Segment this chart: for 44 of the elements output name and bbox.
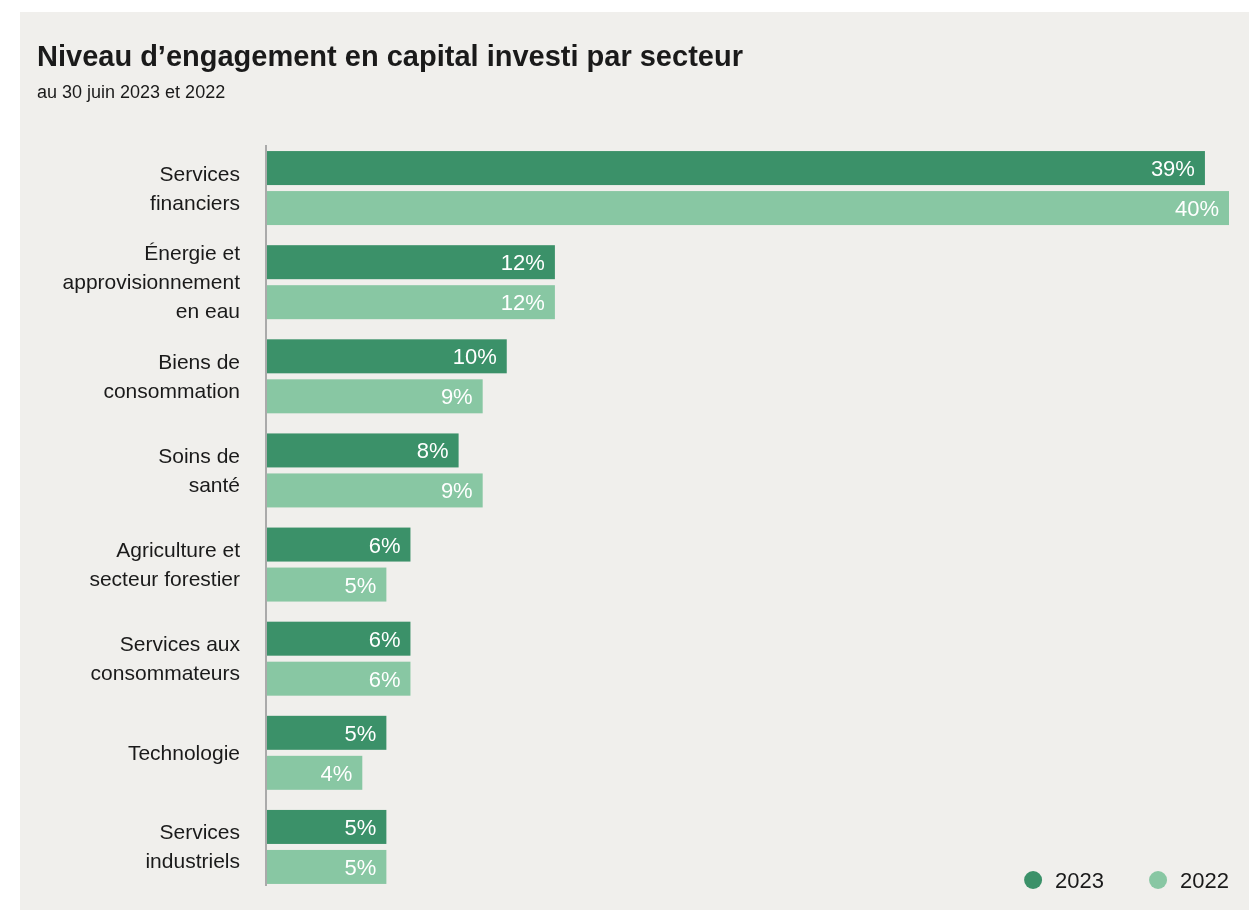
bar — [266, 715, 387, 750]
bar — [266, 473, 483, 508]
data-label: 4% — [320, 760, 353, 786]
bar — [266, 191, 1229, 226]
bar — [266, 527, 411, 562]
y-tick-label: Services industriels — [145, 820, 240, 873]
data-label: 12% — [500, 250, 545, 276]
bar — [266, 621, 411, 656]
bar — [266, 567, 387, 602]
data-label: 10% — [452, 344, 497, 370]
bar — [266, 433, 459, 468]
data-label: 40% — [1174, 196, 1219, 222]
chart-title: Niveau d’engagement en capital investi par secteur — [37, 40, 743, 72]
y-tick-label: Agriculture et secteur forestier — [89, 538, 241, 591]
bar — [266, 151, 1205, 186]
y-tick-label: Énergie et approvisionnement en eau — [62, 241, 241, 323]
data-label: 6% — [368, 626, 401, 652]
data-label: 5% — [344, 814, 377, 840]
bar — [266, 661, 411, 696]
data-label: 12% — [500, 290, 545, 316]
bar — [266, 245, 555, 280]
bar — [266, 285, 555, 320]
data-label: 6% — [368, 532, 401, 558]
bar — [266, 849, 387, 884]
bar — [266, 339, 507, 374]
y-tick-label: Technologie — [127, 740, 240, 764]
data-label: 6% — [368, 666, 401, 692]
data-label: 5% — [344, 854, 377, 880]
data-label: 9% — [440, 384, 473, 410]
bar — [266, 379, 483, 414]
bar — [266, 809, 387, 844]
y-tick-label: Services financiers — [150, 161, 240, 214]
legend-label: 2022 — [1180, 868, 1229, 893]
data-label: 9% — [440, 478, 473, 504]
legend-label: 2023 — [1055, 868, 1105, 893]
y-tick-label: Services aux consommateurs — [90, 632, 241, 685]
data-label: 8% — [416, 438, 449, 464]
y-tick-label: Soins de santé — [158, 443, 240, 496]
chart-subtitle: au 30 juin 2023 et 2022 — [37, 82, 226, 102]
data-label: 5% — [344, 572, 377, 598]
bar — [266, 755, 363, 790]
data-label: 5% — [344, 720, 377, 746]
data-label: 39% — [1150, 156, 1195, 182]
y-tick-label: Biens de consommation — [103, 349, 240, 402]
